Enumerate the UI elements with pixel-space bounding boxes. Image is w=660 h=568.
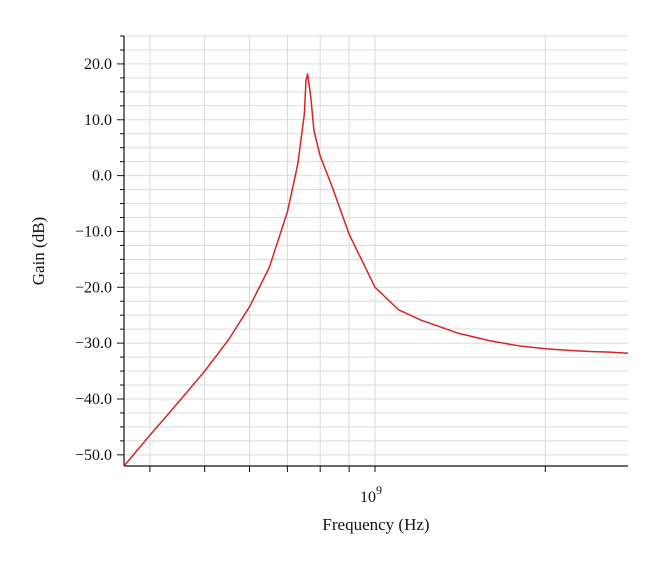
- y-axis-title: Gain (dB): [29, 217, 48, 285]
- y-tick-label: 10.0: [84, 112, 112, 129]
- y-tick-label: −30.0: [75, 335, 112, 352]
- y-tick-label: −40.0: [75, 391, 112, 408]
- grid-layer: [124, 35, 628, 466]
- series-layer: [123, 73, 629, 467]
- x-axis-title: Frequency (Hz): [322, 515, 429, 534]
- y-tick-label: −50.0: [75, 447, 112, 464]
- ticks-layer: 20.0 10.0 0.0 −10.0 −20.0 −30.0 −40.0 −50.0 109: [75, 35, 546, 506]
- y-tick-label: −10.0: [75, 223, 112, 240]
- x-tick-label: 109: [360, 483, 382, 506]
- y-tick-label: −20.0: [75, 279, 112, 296]
- y-tick-label: 0.0: [92, 168, 112, 185]
- axes-layer: [123, 36, 628, 467]
- y-tick-label: 20.0: [84, 56, 112, 73]
- labels-layer: Frequency (Hz) Gain (dB): [29, 217, 430, 534]
- gain-series-line: [123, 73, 629, 467]
